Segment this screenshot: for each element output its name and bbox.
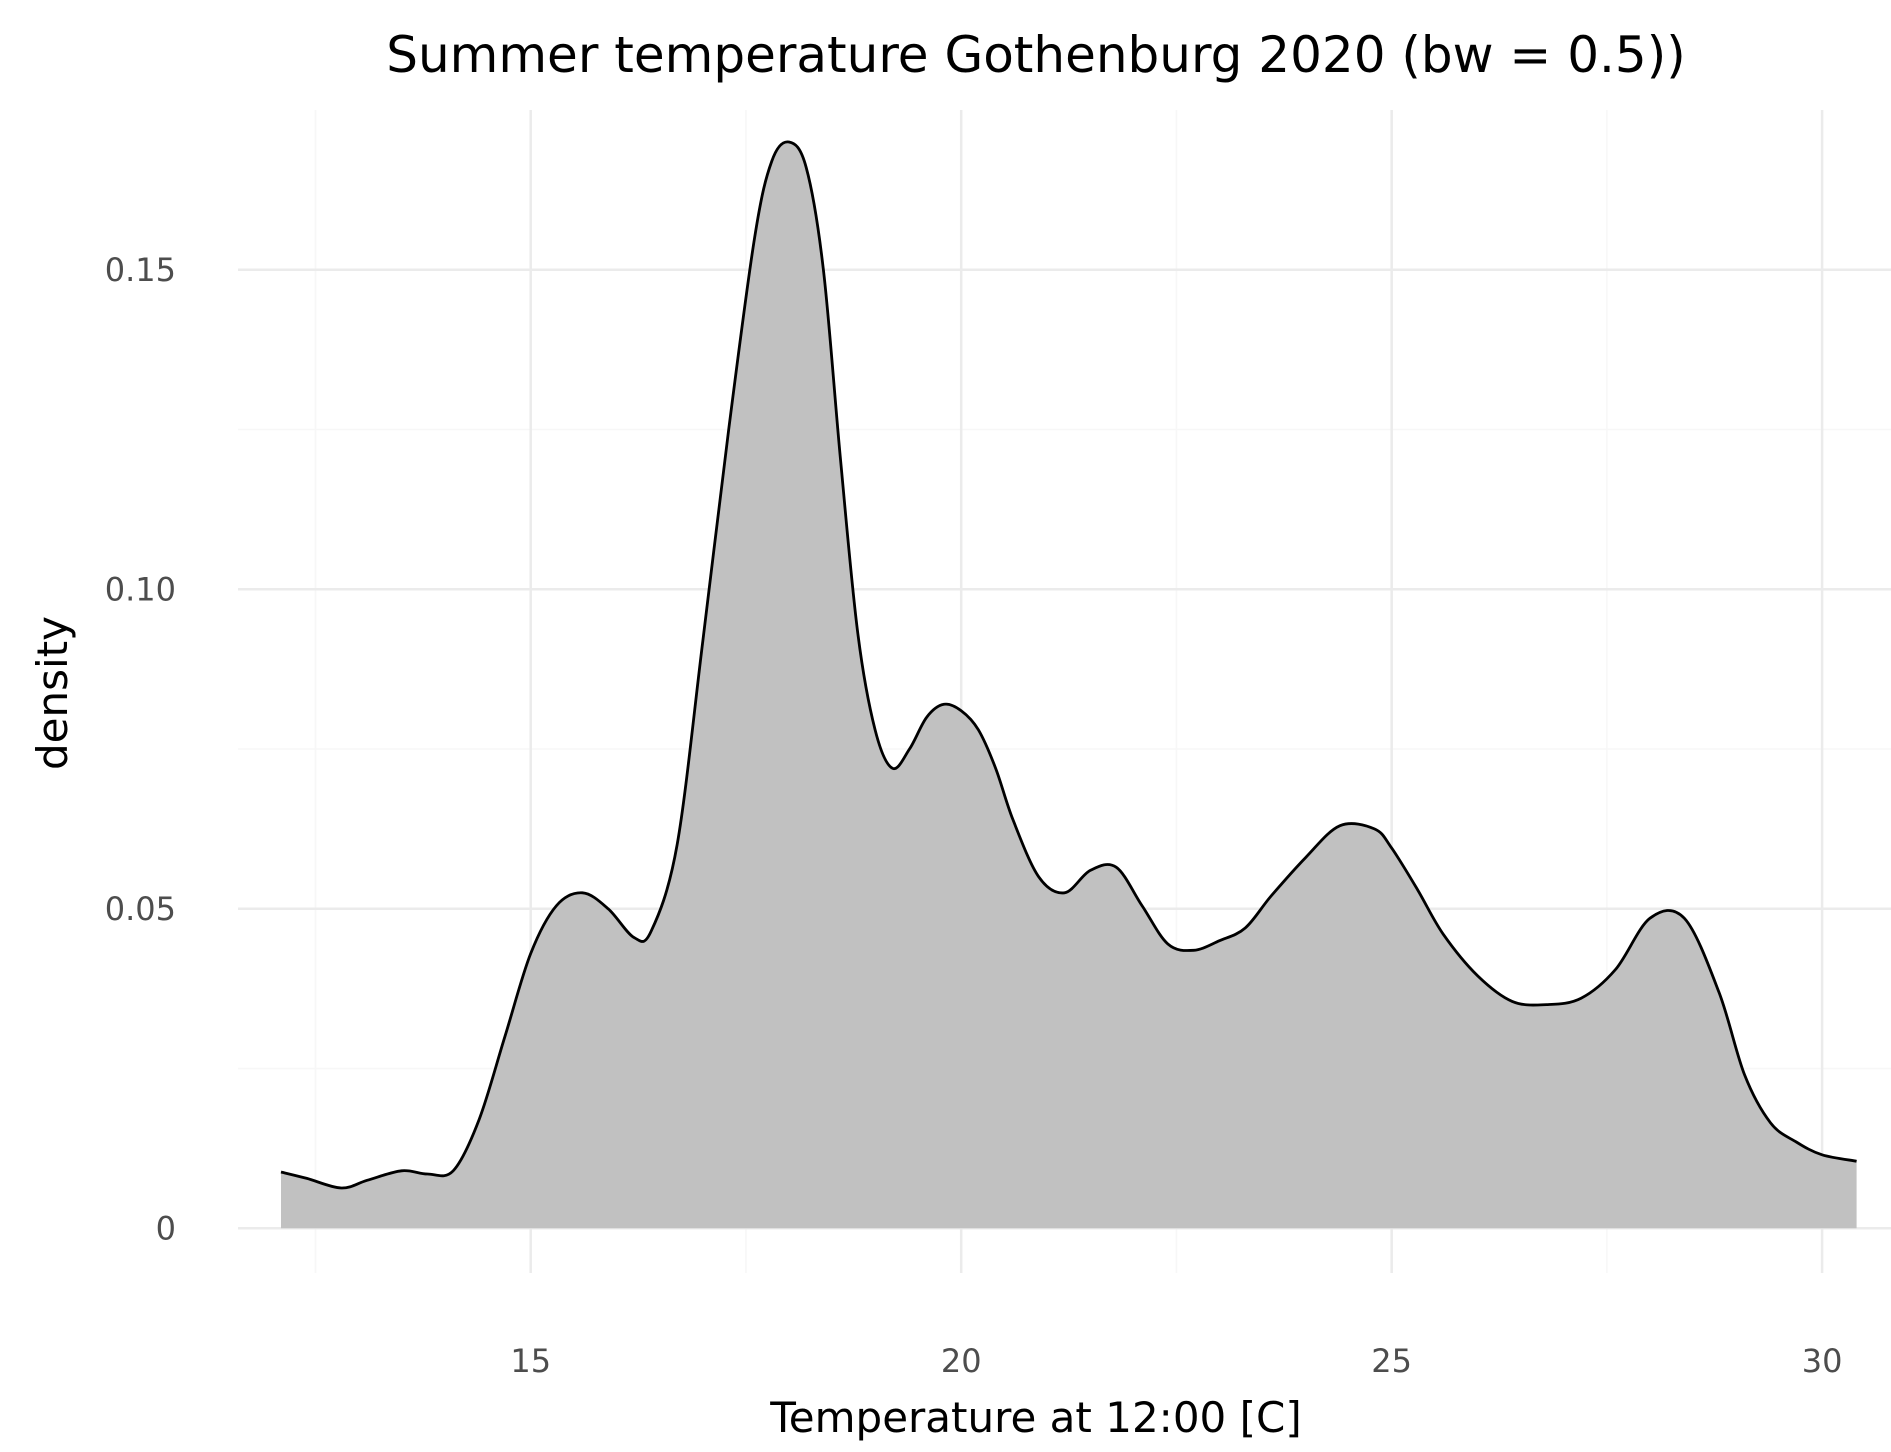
- density-area: [281, 141, 1857, 1229]
- y-tick-label: 0.05: [105, 890, 176, 928]
- density-curve: [280, 140, 1857, 1190]
- x-axis-title: Temperature at 12:00 [C]: [769, 1393, 1301, 1442]
- x-tick-label: 25: [1371, 1342, 1412, 1380]
- y-tick-label: 0: [156, 1209, 176, 1247]
- y-tick-label: 0.10: [105, 570, 176, 608]
- x-tick-label: 30: [1802, 1342, 1843, 1380]
- x-tick-label: 15: [510, 1342, 551, 1380]
- y-axis-title: density: [28, 616, 77, 770]
- y-tick-labels: 0 0.05 0.10 0.15: [105, 251, 176, 1248]
- y-tick-label: 0.15: [105, 251, 176, 289]
- x-tick-label: 20: [941, 1342, 982, 1380]
- x-tick-labels: 15 20 25 30: [510, 1342, 1842, 1380]
- chart-title: Summer temperature Gothenburg 2020 (bw =…: [386, 26, 1686, 84]
